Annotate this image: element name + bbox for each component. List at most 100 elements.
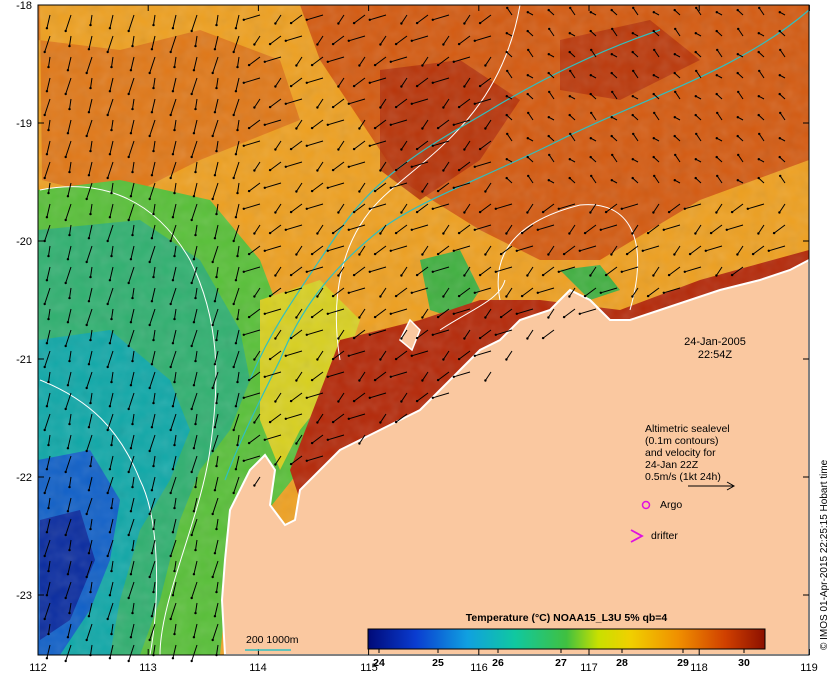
velocity-arrow-head [757, 50, 760, 54]
velocity-arrow-head [484, 316, 487, 319]
velocity-arrow [353, 392, 366, 402]
velocity-arrow-head [295, 64, 298, 67]
velocity-arrow [46, 77, 51, 92]
velocity-arrow [527, 175, 534, 184]
velocity-arrow [458, 98, 471, 108]
velocity-arrow [153, 140, 156, 152]
velocity-arrow-head [352, 84, 356, 88]
velocity-arrow [369, 203, 387, 210]
velocity-arrow-head [373, 126, 377, 130]
velocity-arrow-head [379, 232, 382, 235]
velocity-arrow [253, 350, 261, 360]
velocity-arrow [67, 560, 72, 575]
velocity-arrow [130, 623, 135, 638]
velocity-arrow-head [410, 291, 413, 294]
velocity-arrow [695, 7, 702, 16]
velocity-arrow-head [152, 590, 155, 594]
velocity-arrow-head [484, 64, 487, 67]
velocity-arrow [311, 245, 324, 255]
velocity-arrow [153, 455, 156, 467]
velocity-arrow-head [673, 8, 676, 12]
velocity-arrow [109, 203, 114, 218]
velocity-arrow [90, 392, 93, 404]
velocity-arrow-head [394, 420, 398, 424]
velocity-arrow-head [562, 315, 566, 319]
velocity-arrow-head [611, 27, 614, 31]
velocity-arrow [390, 308, 408, 315]
velocity-arrow [88, 539, 93, 554]
velocity-arrow-head [108, 279, 112, 282]
velocity-arrow [285, 350, 303, 357]
velocity-arrow-head [653, 48, 656, 52]
velocity-arrow [153, 644, 156, 656]
velocity-arrow-head [389, 375, 392, 378]
velocity-arrow-head [590, 48, 593, 52]
velocity-arrow-head [578, 312, 581, 315]
velocity-arrow [132, 413, 135, 425]
velocity-arrow-head [110, 506, 113, 510]
velocity-arrow-head [232, 491, 235, 495]
velocity-arrow-head [452, 375, 455, 378]
velocity-arrow [716, 112, 723, 121]
velocity-arrow-head [108, 657, 112, 660]
velocity-arrow [107, 539, 114, 557]
velocity-arrow [170, 413, 177, 431]
velocity-arrows [43, 6, 786, 663]
velocity-arrow-head [213, 426, 217, 429]
colorbar-tick-label: 26 [492, 657, 504, 669]
velocity-arrow [290, 455, 303, 465]
velocity-arrow-head [106, 554, 109, 558]
velocity-arrow-head [505, 358, 508, 361]
velocity-arrow-head [436, 63, 440, 67]
velocity-arrow-head [347, 417, 350, 420]
velocity-arrow [463, 77, 471, 87]
velocity-arrow [337, 392, 345, 402]
colorbar-tick-label: 24 [373, 657, 385, 669]
velocity-arrow-head [568, 32, 571, 35]
velocity-arrow-head [715, 137, 718, 140]
velocity-arrow-head [730, 210, 734, 214]
velocity-arrow-head [505, 295, 508, 298]
velocity-arrow-head [47, 128, 50, 132]
velocity-arrow [243, 266, 261, 273]
velocity-arrow-head [110, 569, 113, 573]
velocity-arrow [172, 266, 177, 281]
velocity-arrow-head [64, 281, 67, 285]
velocity-arrow [264, 56, 282, 63]
velocity-arrow-head [234, 342, 238, 345]
velocity-arrow-head [568, 176, 571, 180]
velocity-arrow [611, 154, 618, 163]
velocity-arrow [600, 224, 618, 231]
velocity-arrow-head [108, 153, 112, 156]
velocity-arrow [214, 476, 219, 491]
velocity-arrow [216, 140, 219, 152]
velocity-arrow [170, 539, 177, 557]
velocity-arrow-head [150, 489, 154, 492]
velocity-arrow [151, 35, 156, 50]
velocity-arrow [421, 119, 429, 129]
velocity-arrow [195, 413, 198, 425]
velocity-arrow-head [484, 253, 487, 256]
velocity-arrow-head [64, 470, 67, 474]
velocity-arrow [416, 392, 429, 402]
velocity-arrow-head [213, 363, 217, 366]
velocity-arrow [172, 203, 177, 218]
velocity-arrow [495, 329, 513, 336]
velocity-arrow-head [295, 127, 298, 130]
velocity-arrow-head [331, 420, 335, 424]
velocity-arrow-head [171, 531, 175, 534]
x-tick-label: 117 [580, 662, 598, 674]
velocity-arrow-head [152, 527, 155, 531]
velocity-arrow [90, 14, 93, 26]
velocity-arrow [442, 161, 450, 171]
velocity-arrow-head [253, 169, 256, 172]
velocity-arrow-head [127, 533, 130, 537]
velocity-arrow-head [274, 463, 277, 466]
velocity-arrow-head [331, 42, 335, 46]
velocity-arrow-head [610, 179, 613, 182]
velocity-arrow [153, 14, 156, 26]
velocity-arrow [44, 476, 51, 494]
velocity-arrow [86, 119, 93, 137]
velocity-arrow-head [68, 170, 71, 174]
velocity-arrow [684, 266, 702, 273]
